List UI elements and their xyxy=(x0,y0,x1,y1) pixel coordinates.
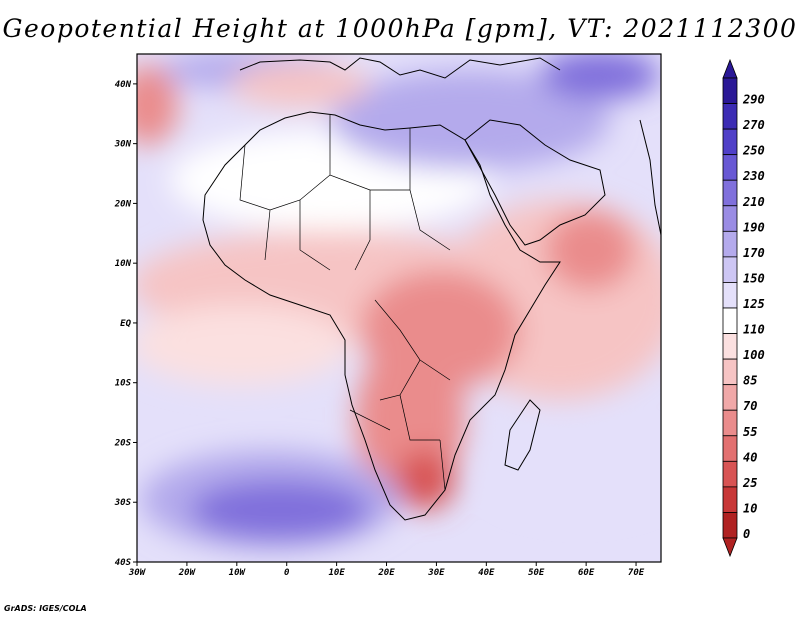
coastlines xyxy=(202,57,661,521)
lon-tick-label: 40E xyxy=(478,568,495,578)
lon-tick-label: 20E xyxy=(377,568,395,578)
lat-tick-label: 40N xyxy=(115,80,132,90)
lon-tick-label: 30W xyxy=(128,568,147,578)
africa-coast xyxy=(202,111,561,521)
colorbar-bottom-arrow xyxy=(722,537,738,558)
india-coast xyxy=(639,119,661,236)
lat-tick-label: 30S xyxy=(114,498,132,508)
colorbar-label: 85 xyxy=(743,374,757,388)
colorbar-label: 0 xyxy=(743,527,750,541)
height-field xyxy=(137,54,661,562)
europe-coast xyxy=(239,57,561,79)
colorbar-swatch xyxy=(722,154,738,181)
country-borders xyxy=(239,115,451,491)
colorbar-swatch xyxy=(722,307,738,334)
field-arabian-sea-low xyxy=(545,210,635,290)
field-europe-low xyxy=(230,63,370,107)
colorbar-swatch xyxy=(722,512,738,539)
colorbar-label: 250 xyxy=(742,144,765,158)
colorbar-swatch xyxy=(722,256,738,283)
madagascar-coast xyxy=(504,399,541,471)
map-title: Geopotential Height at 1000hPa [gpm], VT… xyxy=(2,14,798,43)
colorbar-swatch xyxy=(722,460,738,488)
colorbar-label: 40 xyxy=(743,450,757,464)
lon-tick-label: 30E xyxy=(427,568,445,578)
colorbar-swatch xyxy=(722,77,738,104)
colorbar-label: 110 xyxy=(743,323,765,337)
lon-tick-label: 20W xyxy=(178,568,197,578)
lat-tick-label: EQ xyxy=(120,319,131,329)
field-asia-high xyxy=(540,54,660,100)
colorbar-label: 150 xyxy=(743,271,765,285)
lon-tick-label: 60E xyxy=(578,568,595,578)
lon-tick-label: 10E xyxy=(328,568,345,578)
colorbar-swatch xyxy=(722,384,738,411)
field-s-indian xyxy=(490,430,661,510)
colorbar-swatch xyxy=(722,230,738,258)
colorbar-swatch xyxy=(722,333,738,360)
colorbar-swatch xyxy=(722,179,738,207)
colorbar-swatch xyxy=(722,103,738,130)
colorbar-swatch xyxy=(722,409,738,437)
arabia-coast xyxy=(464,119,606,246)
colorbar-label: 25 xyxy=(742,476,757,490)
lat-tick-label: 20S xyxy=(114,438,132,448)
lat-tick-label: 20N xyxy=(114,199,132,209)
latitude-axis: 40N 30N 20N 10N EQ 10S 20S 30S 40S xyxy=(114,80,137,568)
colorbar: 2902702502302101901701501251101008570554… xyxy=(722,58,765,558)
colorbar-swatch xyxy=(722,486,738,513)
lon-tick-label: 10W xyxy=(229,568,247,578)
field-s-atlantic-core xyxy=(190,480,370,540)
colorbar-label: 270 xyxy=(742,118,765,132)
colorbar-swatch xyxy=(722,358,738,386)
colorbar-label: 170 xyxy=(743,246,765,260)
colorbar-label: 190 xyxy=(743,220,765,234)
field-south-africa-low xyxy=(395,450,455,510)
field-mideast-high xyxy=(330,70,610,170)
colorbar-label: 100 xyxy=(743,348,765,362)
colorbar-label: 70 xyxy=(743,399,757,413)
lon-tick-label: 50E xyxy=(528,568,545,578)
colorbar-label: 230 xyxy=(742,169,765,183)
field-eq-atlantic xyxy=(137,305,350,385)
lon-tick-label: 70E xyxy=(628,568,645,578)
lat-tick-label: 10S xyxy=(115,379,132,389)
colorbar-label: 10 xyxy=(743,501,757,515)
colorbar-label: 55 xyxy=(743,425,757,439)
footer-credit: GrADS: IGES/COLA xyxy=(4,604,87,613)
colorbar-swatch xyxy=(722,205,738,232)
plot-frame xyxy=(136,53,662,563)
colorbar-swatch xyxy=(722,282,738,309)
field-nw-low xyxy=(137,65,178,145)
lat-tick-label: 10N xyxy=(115,259,132,269)
lat-tick-label: 40S xyxy=(115,558,132,568)
colorbar-swatch xyxy=(722,435,738,462)
colorbar-label: 125 xyxy=(743,297,765,311)
colorbar-top-arrow xyxy=(722,58,738,79)
colorbar-label: 290 xyxy=(742,93,765,107)
colorbar-label: 210 xyxy=(742,195,765,209)
lat-tick-label: 30N xyxy=(114,140,132,150)
colorbar-swatch xyxy=(722,128,738,156)
lon-tick-label: 0 xyxy=(284,568,290,578)
longitude-axis: 30W 20W 10W 0 10E 20E 30E 40E 50E 60E 70E xyxy=(128,562,645,578)
